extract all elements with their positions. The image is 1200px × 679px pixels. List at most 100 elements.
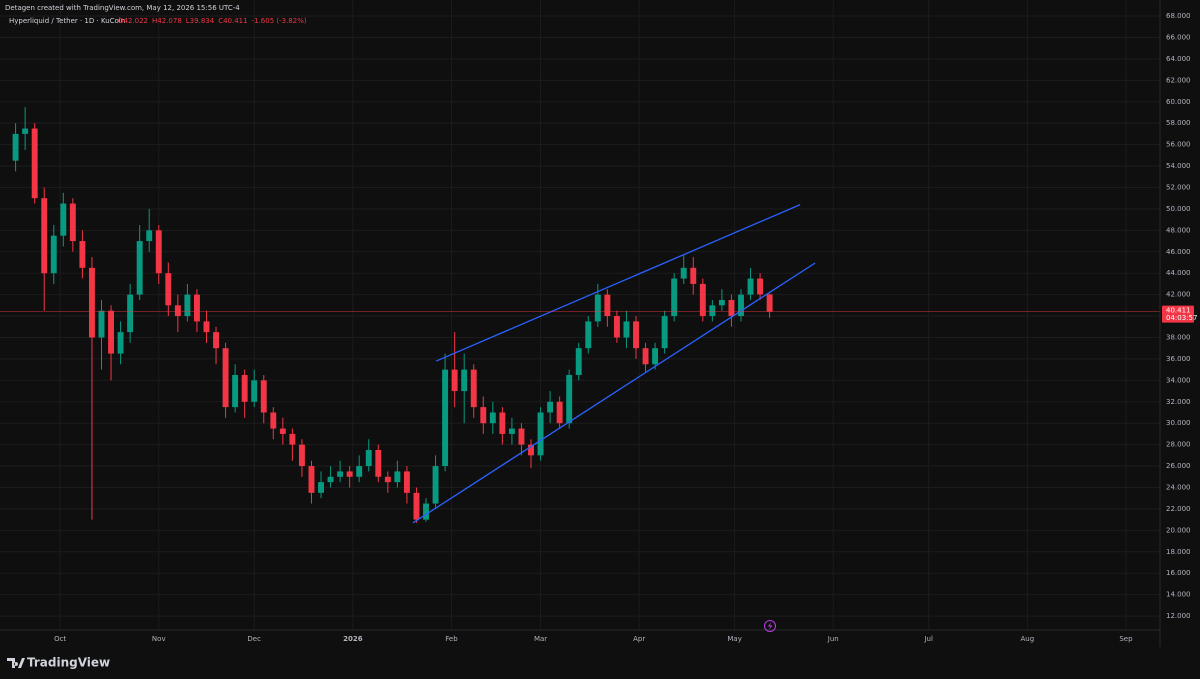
candle-body [728,299,735,317]
candle-body [384,476,391,483]
candle-body [432,466,439,504]
candle-body [718,299,725,306]
candle-body [528,444,534,456]
candle-body [165,273,172,306]
trend-line [412,262,816,524]
y-tick-label: 14.000 [1166,591,1191,599]
alert-icon[interactable] [764,620,776,632]
candle-body [298,444,305,467]
candle-body [117,332,124,354]
candle-body [652,348,659,365]
x-tick-label: May [727,635,741,643]
y-tick-label: 66.000 [1166,33,1191,41]
candle-body [98,310,105,338]
candle-body [699,283,706,317]
candle-body [203,321,210,333]
legend-value: -1.605 (-3.82%) [252,17,307,25]
ohlc-legend: O42.022 H42.078 L39.834 C40.411 -1.605 (-3.8… [118,17,307,25]
legend-value: L39.834 [186,17,215,25]
x-tick-label: Dec [247,635,261,643]
x-tick-label: Apr [633,635,645,643]
candle-body [489,412,496,424]
legend-value: H42.078 [152,17,182,25]
candle-body [403,471,410,493]
candle-body [461,369,468,392]
candle-body [633,321,639,349]
x-tick-label: Jun [827,635,839,643]
x-tick-label: Sep [1119,635,1133,643]
footer-bar [0,647,1200,679]
y-tick-label: 32.000 [1166,398,1191,406]
y-tick-label: 42.000 [1166,291,1191,299]
candle-body [184,294,191,317]
y-tick-label: 58.000 [1166,119,1191,127]
candle-body [499,412,506,434]
header: Detagen created with TradingView.com, Ma… [5,4,240,12]
candle-body [470,369,477,408]
candle-body [174,305,181,317]
candle-body [442,369,449,467]
y-tick-label: 68.000 [1166,12,1191,20]
y-tick-label: 48.000 [1166,226,1191,234]
candle-body [12,133,19,161]
x-tick-label: 2026 [343,635,363,643]
candle-body [155,230,162,274]
candle-body [108,310,114,354]
candle-body [213,332,219,349]
symbol: Hyperliquid / Tether · 1D · KuCoin [9,17,125,25]
candle-body [318,482,324,493]
candle-body [747,278,754,295]
y-tick-label: 44.000 [1166,269,1191,277]
candle-body [547,401,554,413]
candle-body [251,380,258,402]
y-tick-label: 24.000 [1166,483,1191,491]
y-tick-label: 16.000 [1166,569,1191,577]
candle-body [613,316,620,338]
y-tick-label: 52.000 [1166,183,1191,191]
candle-body [413,492,420,520]
y-tick-label: 18.000 [1166,548,1191,556]
countdown: 04:03:57 [1166,314,1197,322]
candle-body [365,449,372,467]
footer-logo-text: TradingView [27,656,110,670]
candle-body [270,412,277,429]
y-tick-label: 12.000 [1166,612,1191,620]
x-tick-label: Aug [1020,635,1034,643]
last-price-label: 40.411 [1166,307,1191,315]
candle-body [575,348,582,375]
candle-body [88,267,95,338]
candle-body [356,466,363,477]
x-tick-label: Mar [534,635,547,643]
y-tick-label: 26.000 [1166,462,1191,470]
candle-body [738,294,744,317]
candle-body [327,476,334,483]
y-tick-label: 60.000 [1166,98,1191,106]
y-tick-label: 30.000 [1166,419,1191,427]
candle-body [642,348,649,365]
candle-body [375,449,382,477]
candle-body [337,471,344,477]
candle-body [146,230,153,242]
candle-body [127,294,134,333]
candle-body [22,128,29,134]
candle-body [260,380,267,413]
y-tick-label: 64.000 [1166,55,1191,63]
legend-value: O42.022 [118,17,148,25]
candle-body [222,348,229,408]
candle-body [136,241,143,295]
candle-body [680,267,687,279]
candle-body [690,267,697,284]
candle-body [508,428,515,434]
candle-body [757,278,764,295]
y-tick-label: 34.000 [1166,376,1191,384]
candle-body [31,128,38,199]
candle-body [232,374,239,408]
candle-body [623,321,630,338]
candle-body [556,401,563,424]
y-tick-label: 28.000 [1166,441,1191,449]
candle-body [394,471,401,483]
x-tick-label: Jul [923,635,933,643]
